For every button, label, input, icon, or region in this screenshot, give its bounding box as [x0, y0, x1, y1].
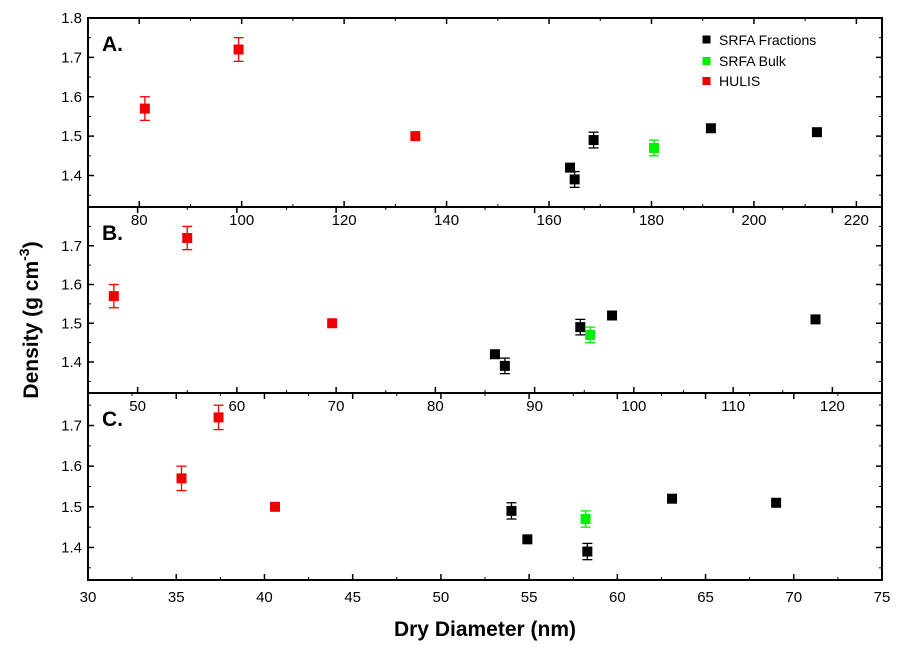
x-tick-label: 60	[609, 589, 626, 606]
x-tick-label: 30	[80, 589, 97, 606]
x-tick-label: 50	[433, 589, 450, 606]
series-hulis	[176, 404, 281, 512]
data-point	[585, 329, 596, 340]
data-point	[649, 142, 660, 153]
data-point	[499, 360, 510, 371]
x-tick-label: 200	[741, 212, 766, 229]
y-tick-label: 1.6	[61, 277, 82, 294]
plot-frame	[87, 206, 883, 394]
x-tick-label: 100	[229, 212, 254, 229]
panel-label: C.	[102, 408, 123, 431]
legend-marker-hulis	[702, 77, 711, 85]
data-point	[506, 505, 517, 516]
x-tick-label: 65	[697, 589, 714, 606]
plot-frame	[87, 392, 883, 581]
x-tick-label: 220	[844, 212, 869, 229]
panel-c: 1.4 1.5 1.6 1.7 30 35 40 45 50 55 60 65 70 75 C.	[61, 392, 891, 606]
x-tick-label: 75	[874, 589, 891, 606]
data-point	[667, 493, 678, 504]
legend-marker-srfa-bulk	[702, 57, 711, 65]
data-point	[569, 174, 580, 185]
y-tick-label: 1.4	[61, 168, 82, 185]
series-srfa-bulk	[649, 139, 660, 157]
x-tick-label: 120	[820, 398, 845, 415]
data-point	[522, 534, 533, 545]
x-tick-label: 60	[229, 398, 246, 415]
y-tick-label: 1.5	[61, 315, 82, 332]
y-tick-label: 1.6	[61, 458, 82, 475]
legend-label-hulis: HULIS	[719, 73, 760, 89]
chart-panels: 1.4 1.5 1.6 1.7 1.8 80 100 120 140 160 180 200 220 A.…	[61, 10, 890, 606]
data-point	[580, 514, 591, 525]
y-axis-title-superscript: -3	[16, 248, 32, 261]
data-point	[582, 546, 593, 557]
panel-b: 1.4 1.5 1.6 1.7 50 60 70 80 90 100 110 120 B.	[61, 206, 883, 415]
x-tick-label: 110	[721, 398, 745, 415]
y-tick-label: 1.5	[61, 128, 82, 145]
x-tick-label: 80	[131, 212, 148, 229]
data-point	[270, 501, 281, 512]
x-tick-label: 100	[621, 398, 646, 415]
x-axis-title: Dry Diameter (nm)	[394, 618, 576, 641]
series-srfa-bulk	[585, 326, 596, 344]
x-tick-label: 45	[344, 589, 361, 606]
x-tick-label: 40	[256, 589, 273, 606]
data-point	[182, 233, 193, 243]
y-tick-label: 1.4	[61, 354, 82, 371]
data-point	[810, 314, 821, 325]
x-tick-label: 140	[434, 212, 459, 229]
x-tick-label: 70	[785, 589, 802, 606]
y-tick-label: 1.4	[61, 539, 82, 556]
data-point	[233, 44, 244, 55]
data-point	[489, 349, 500, 360]
y-tick-label: 1.5	[61, 499, 82, 516]
x-tick-label: 35	[168, 589, 185, 606]
data-point	[588, 135, 599, 146]
y-tick-label: 1.7	[61, 418, 82, 435]
x-tick-label: 120	[332, 212, 357, 229]
legend-label-srfa-bulk: SRFA Bulk	[719, 53, 787, 69]
data-point	[575, 322, 586, 333]
legend-label-srfa-fractions: SRFA Fractions	[719, 32, 816, 48]
x-tick-label: 70	[328, 398, 345, 415]
series-hulis	[139, 37, 421, 142]
y-tick-label: 1.7	[61, 49, 82, 66]
data-point	[705, 123, 716, 134]
x-tick-label: 160	[537, 212, 562, 229]
data-point	[327, 318, 338, 329]
y-tick-label: 1.6	[61, 89, 82, 106]
panel-label: A.	[102, 33, 123, 56]
x-tick-label: 55	[521, 589, 538, 606]
data-point	[139, 103, 150, 114]
series-srfa-fractions	[565, 123, 822, 188]
data-point	[176, 473, 187, 484]
panel-label: B.	[102, 222, 123, 245]
data-point	[213, 412, 224, 423]
series-srfa-bulk	[580, 510, 591, 528]
data-point	[771, 497, 782, 508]
data-point	[410, 131, 421, 142]
legend-marker-srfa-fractions	[702, 35, 711, 44]
series-hulis	[108, 225, 338, 329]
series-srfa-fractions	[489, 310, 821, 375]
y-tick-label: 1.7	[61, 238, 82, 255]
x-tick-label: 180	[639, 212, 664, 229]
data-point	[565, 162, 576, 173]
data-point	[607, 310, 618, 321]
data-point	[108, 291, 119, 302]
series-srfa-fractions	[506, 493, 782, 561]
x-tick-label: 50	[129, 398, 146, 415]
x-tick-label: 80	[427, 398, 444, 415]
y-axis-title: Density (g cm-3)	[16, 241, 43, 398]
y-tick-label: 1.8	[61, 10, 82, 27]
data-point	[811, 127, 822, 138]
x-tick-label: 90	[526, 398, 543, 415]
legend: SRFA Fractions SRFA Bulk HULIS	[702, 32, 816, 89]
